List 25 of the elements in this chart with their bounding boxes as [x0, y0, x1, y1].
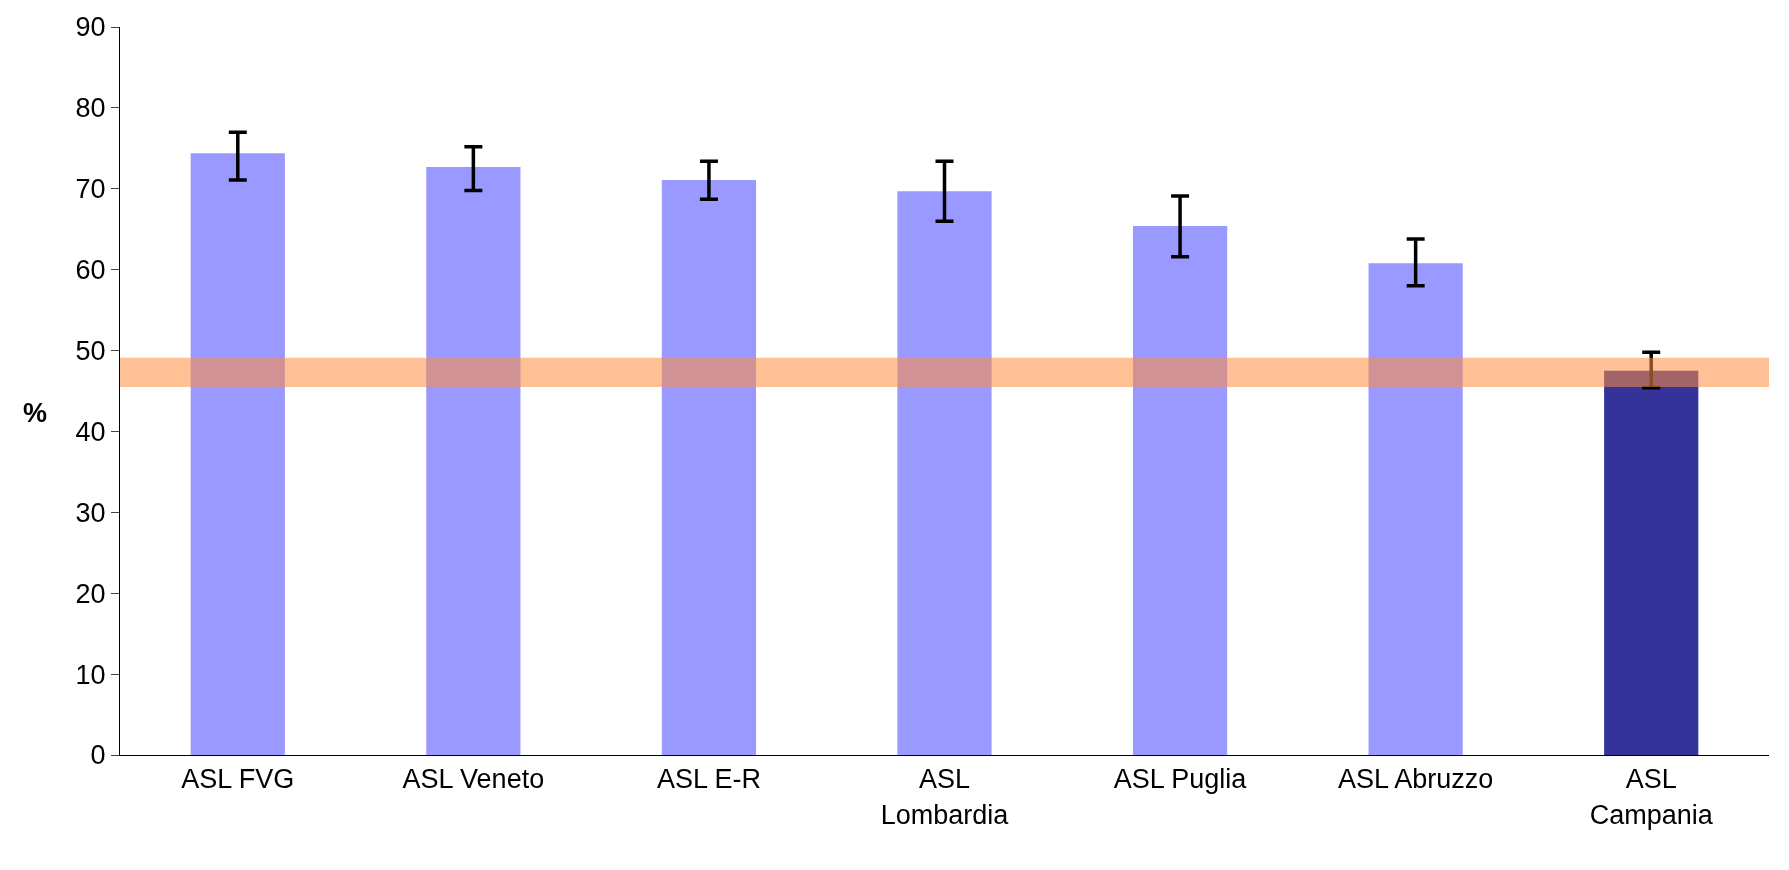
x-tick-label: ASL Lombardia — [880, 764, 1010, 830]
y-axis-title: % — [23, 398, 48, 428]
y-tick-label: 30 — [75, 497, 106, 528]
bar — [1604, 370, 1699, 755]
y-tick-label: 80 — [75, 93, 106, 124]
x-tick-label: ASL E-R — [656, 764, 761, 795]
bar — [190, 153, 285, 755]
x-tick-label: ASL Veneto — [402, 764, 545, 795]
x-tick-label: ASL Campania — [1589, 764, 1714, 830]
bar — [897, 191, 992, 755]
y-tick-label: 40 — [75, 416, 106, 447]
y-tick-label: 60 — [75, 255, 106, 286]
bar — [1368, 263, 1463, 755]
x-tick-label: ASL Abruzzo — [1338, 764, 1494, 795]
x-tick-label: ASL FVG — [181, 764, 295, 795]
y-tick-label: 70 — [75, 174, 106, 205]
bar — [1132, 225, 1228, 755]
y-tick-label: 0 — [90, 740, 106, 771]
y-tick-label: 50 — [75, 336, 106, 367]
y-tick-label: 20 — [75, 578, 106, 609]
bar — [661, 179, 757, 755]
bar — [426, 166, 521, 755]
x-tick-label: ASL Puglia — [1113, 764, 1248, 795]
y-tick-label: 10 — [75, 659, 106, 690]
y-tick-label: 90 — [75, 12, 106, 43]
